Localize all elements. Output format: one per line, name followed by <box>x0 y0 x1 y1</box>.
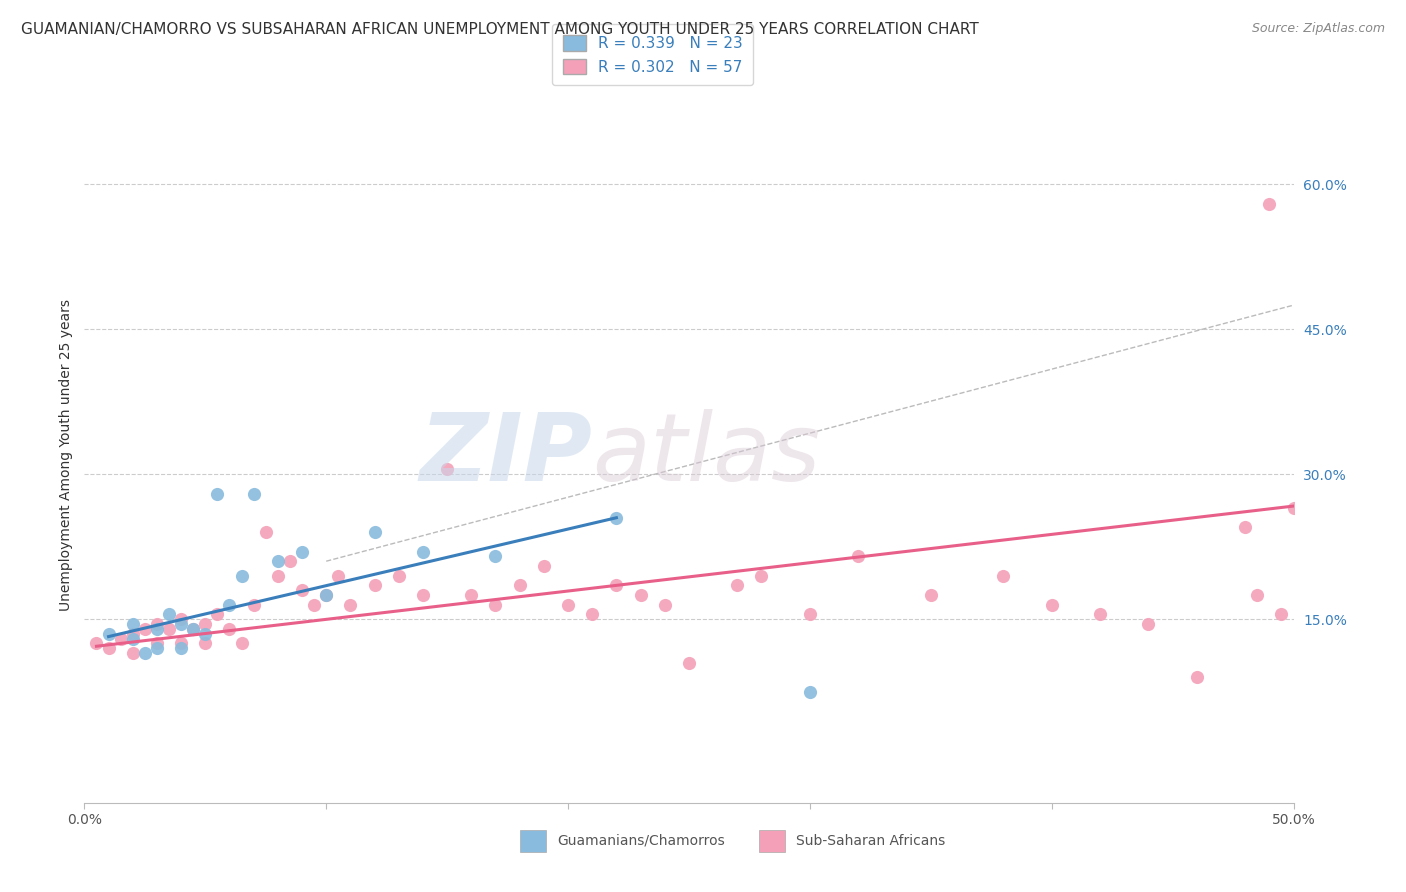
Point <box>436 462 458 476</box>
Point <box>170 636 193 650</box>
Point <box>328 568 350 582</box>
Point <box>121 617 143 632</box>
Point <box>1258 196 1281 211</box>
Text: ZIP: ZIP <box>419 409 592 501</box>
Point <box>484 598 506 612</box>
Point <box>254 525 277 540</box>
Point <box>207 486 229 500</box>
Point <box>134 646 156 660</box>
Point <box>630 588 652 602</box>
Point <box>242 598 264 612</box>
Point <box>751 568 773 582</box>
Point <box>315 588 337 602</box>
Point <box>605 578 627 592</box>
Point <box>97 626 120 640</box>
Point <box>146 636 169 650</box>
Point <box>194 626 217 640</box>
Y-axis label: Unemployment Among Youth under 25 years: Unemployment Among Youth under 25 years <box>59 299 73 611</box>
Point <box>1246 588 1268 602</box>
Point <box>363 525 385 540</box>
Point <box>1282 501 1305 516</box>
Point <box>846 549 869 564</box>
Point <box>509 578 531 592</box>
Point <box>267 568 290 582</box>
Point <box>110 632 132 646</box>
Point <box>121 626 143 640</box>
Point <box>1137 617 1160 632</box>
Point <box>460 588 482 602</box>
Point <box>1295 549 1317 564</box>
Point <box>1306 704 1329 718</box>
Point <box>170 641 193 656</box>
Point <box>157 622 180 636</box>
Point <box>218 622 240 636</box>
Point <box>121 632 143 646</box>
Point <box>86 636 108 650</box>
Point <box>146 622 169 636</box>
Point <box>605 510 627 524</box>
Point <box>1185 670 1208 684</box>
Point <box>315 588 337 602</box>
Point <box>194 636 217 650</box>
Point <box>218 598 240 612</box>
Legend: R = 0.339   N = 23, R = 0.302   N = 57: R = 0.339 N = 23, R = 0.302 N = 57 <box>553 24 754 86</box>
Point <box>993 568 1015 582</box>
Point <box>412 544 434 558</box>
Point <box>291 583 314 598</box>
Point <box>231 568 253 582</box>
Point <box>170 612 193 626</box>
Point <box>302 598 325 612</box>
Point <box>97 641 120 656</box>
Point <box>146 641 169 656</box>
Point <box>678 656 700 670</box>
Point <box>157 607 180 622</box>
Point <box>799 607 821 622</box>
Point <box>181 622 204 636</box>
Point <box>920 588 942 602</box>
Point <box>121 646 143 660</box>
Text: atlas: atlas <box>592 409 821 500</box>
Point <box>339 598 361 612</box>
Text: Sub-Saharan Africans: Sub-Saharan Africans <box>796 834 945 847</box>
Text: Source: ZipAtlas.com: Source: ZipAtlas.com <box>1251 22 1385 36</box>
Point <box>388 568 411 582</box>
Point <box>654 598 676 612</box>
Text: Guamanians/Chamorros: Guamanians/Chamorros <box>557 834 724 847</box>
Point <box>1234 520 1257 534</box>
Point <box>1088 607 1111 622</box>
Point <box>557 598 579 612</box>
Point <box>207 607 229 622</box>
Point <box>146 617 169 632</box>
Point <box>181 622 204 636</box>
Text: GUAMANIAN/CHAMORRO VS SUBSAHARAN AFRICAN UNEMPLOYMENT AMONG YOUTH UNDER 25 YEARS: GUAMANIAN/CHAMORRO VS SUBSAHARAN AFRICAN… <box>21 22 979 37</box>
Point <box>242 486 264 500</box>
Point <box>291 544 314 558</box>
Point <box>533 559 555 574</box>
Point <box>267 554 290 568</box>
Point <box>799 684 821 698</box>
Point <box>581 607 603 622</box>
Point <box>484 549 506 564</box>
Point <box>231 636 253 650</box>
Point <box>170 617 193 632</box>
Point <box>278 554 301 568</box>
Point <box>725 578 748 592</box>
Point <box>134 622 156 636</box>
Point <box>1270 607 1292 622</box>
Point <box>412 588 434 602</box>
Point <box>363 578 385 592</box>
Point <box>194 617 217 632</box>
Point <box>1040 598 1063 612</box>
